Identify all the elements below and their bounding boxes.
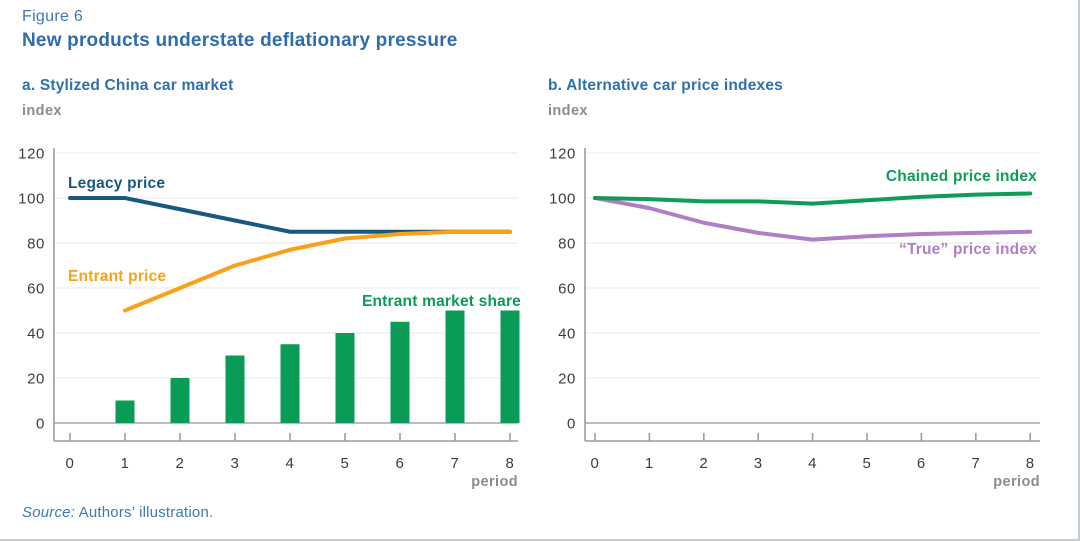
y-tick-label: 60: [558, 281, 576, 298]
panel-b-title: b. Alternative car price indexes: [548, 77, 783, 94]
figure-label: Figure 6: [22, 8, 84, 25]
y-tick-label: 40: [558, 326, 576, 343]
x-tick-label: 7: [971, 455, 980, 472]
chart-b-alternative-car-price-indexes: 0 20 40 60 80 100 120 0 1 2 3 4 5 6 7 8 period Chained pr…: [549, 146, 1040, 490]
x-axis-title: period: [993, 474, 1040, 490]
panel-b-y-axis-label: index: [548, 103, 588, 119]
y-tick-label: 120: [549, 146, 576, 163]
y-tick-label: 120: [18, 146, 45, 163]
true-price-index-label: “True” price index: [899, 241, 1037, 258]
entrant-market-share-bars: [115, 310, 520, 423]
entrant-market-share-bar: [500, 310, 520, 423]
x-tick-label: 3: [754, 455, 763, 472]
y-tick-label: 40: [27, 326, 45, 343]
entrant-market-share-bar: [170, 378, 190, 423]
x-tick-label: 6: [917, 455, 926, 472]
x-tick-label: 0: [591, 455, 600, 472]
x-tick-label: 1: [121, 455, 130, 472]
figure-title: New products understate deflationary pre…: [22, 30, 458, 51]
chained-price-index-label: Chained price index: [886, 168, 1037, 185]
x-tick-label: 6: [396, 455, 405, 472]
y-tick-label: 100: [18, 191, 45, 208]
y-tick-label: 80: [27, 236, 45, 253]
source-label: Source:: [22, 504, 76, 521]
y-tick-label: 100: [549, 191, 576, 208]
y-tick-label: 80: [558, 236, 576, 253]
panel-a-title: a. Stylized China car market: [22, 77, 234, 94]
y-tick-label: 60: [27, 281, 45, 298]
x-tick-label: 2: [699, 455, 708, 472]
entrant-price-label: Entrant price: [68, 268, 166, 285]
x-tick-label: 2: [176, 455, 185, 472]
x-axis-title: period: [471, 474, 518, 490]
entrant-market-share-bar: [280, 344, 300, 423]
chart-a-stylized-china-car-market: 0 20 40 60 80 100 120 0 1 2 3 4 5 6 7 8 period Legacy pri…: [18, 146, 521, 491]
x-tick-label: 3: [231, 455, 240, 472]
x-tick-label: 8: [1026, 455, 1035, 472]
entrant-market-share-bar: [445, 310, 465, 423]
entrant-price-line: [123, 229, 512, 313]
panel-a-y-axis-label: index: [22, 103, 62, 119]
legacy-price-line: [68, 196, 512, 234]
entrant-market-share-bar: [115, 400, 135, 423]
x-tick-label: 8: [506, 455, 515, 472]
x-tick-label: 1: [645, 455, 654, 472]
entrant-market-share-bar: [335, 333, 355, 423]
entrant-market-share-label: Entrant market share: [362, 293, 521, 310]
x-tick-label: 5: [341, 455, 350, 472]
x-tick-label: 4: [808, 455, 817, 472]
entrant-market-share-bar: [390, 321, 410, 423]
y-tick-label: 20: [27, 371, 45, 388]
entrant-market-share-bar: [225, 355, 245, 423]
legacy-price-label: Legacy price: [68, 175, 165, 192]
source-note: Source: Authors’ illustration.: [22, 504, 213, 521]
y-tick-label: 20: [558, 371, 576, 388]
x-tick-label: 5: [863, 455, 872, 472]
x-tick-label: 7: [451, 455, 460, 472]
source-text: Authors’ illustration.: [75, 504, 214, 521]
y-tick-label: 0: [36, 416, 45, 433]
chained-price-index-line: [593, 191, 1033, 206]
y-tick-label: 0: [567, 416, 576, 433]
x-tick-label: 4: [286, 455, 295, 472]
x-tick-label: 0: [66, 455, 75, 472]
true-price-index-line: [593, 196, 1033, 242]
